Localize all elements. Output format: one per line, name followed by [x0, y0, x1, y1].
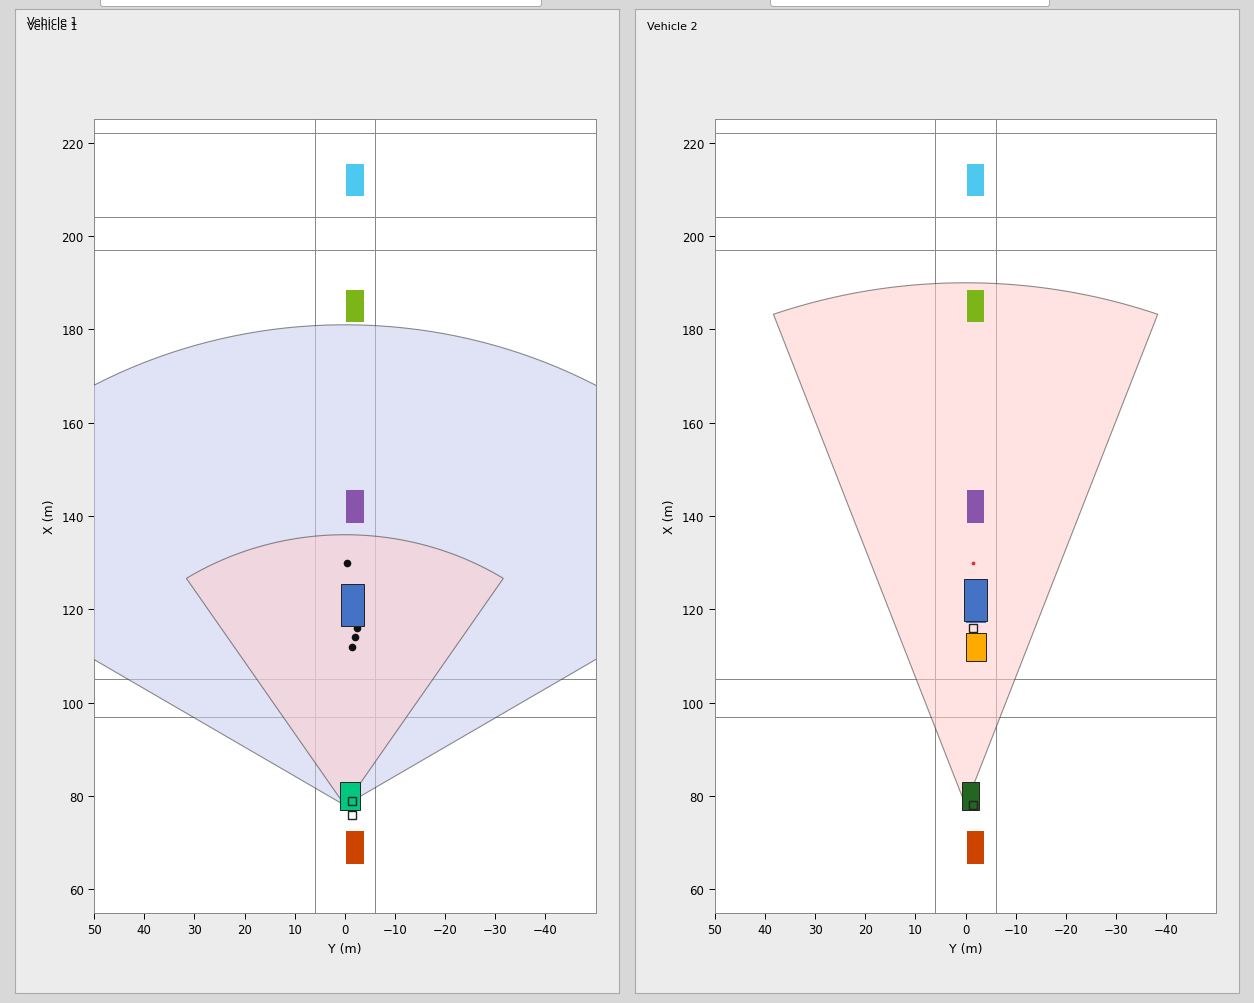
Bar: [935, 120, 996, 913]
Bar: [346, 291, 364, 323]
Bar: [346, 831, 364, 864]
Bar: [340, 782, 360, 810]
Bar: [346, 490, 364, 524]
Bar: [967, 490, 984, 524]
Bar: [94, 134, 596, 219]
Bar: [964, 580, 987, 622]
Bar: [967, 291, 984, 323]
Polygon shape: [774, 284, 1157, 805]
Legend: radar, vision, Detections, Local Tracks, Fuser Tracks: radar, vision, Detections, Local Tracks,…: [99, 0, 542, 7]
Bar: [715, 680, 1216, 717]
Bar: [346, 164, 364, 198]
Y-axis label: X (m): X (m): [43, 499, 55, 534]
X-axis label: Y (m): Y (m): [949, 942, 982, 955]
Bar: [345, 587, 365, 624]
Legend: radar, Local Tracks, Fuser Tracks: radar, Local Tracks, Fuser Tracks: [770, 0, 1048, 7]
Polygon shape: [0, 326, 782, 805]
Bar: [94, 680, 596, 717]
Bar: [962, 782, 979, 810]
Text: Vehicle 1: Vehicle 1: [28, 22, 78, 32]
Polygon shape: [187, 536, 503, 805]
Bar: [315, 120, 375, 913]
Bar: [967, 831, 984, 864]
Bar: [341, 584, 364, 626]
Text: Vehicle 1: Vehicle 1: [28, 17, 78, 27]
Bar: [967, 164, 984, 198]
Y-axis label: X (m): X (m): [663, 499, 676, 534]
Bar: [966, 633, 986, 661]
Text: Vehicle 2: Vehicle 2: [647, 22, 697, 32]
Bar: [715, 134, 1216, 219]
X-axis label: Y (m): Y (m): [329, 942, 361, 955]
Bar: [966, 587, 986, 624]
